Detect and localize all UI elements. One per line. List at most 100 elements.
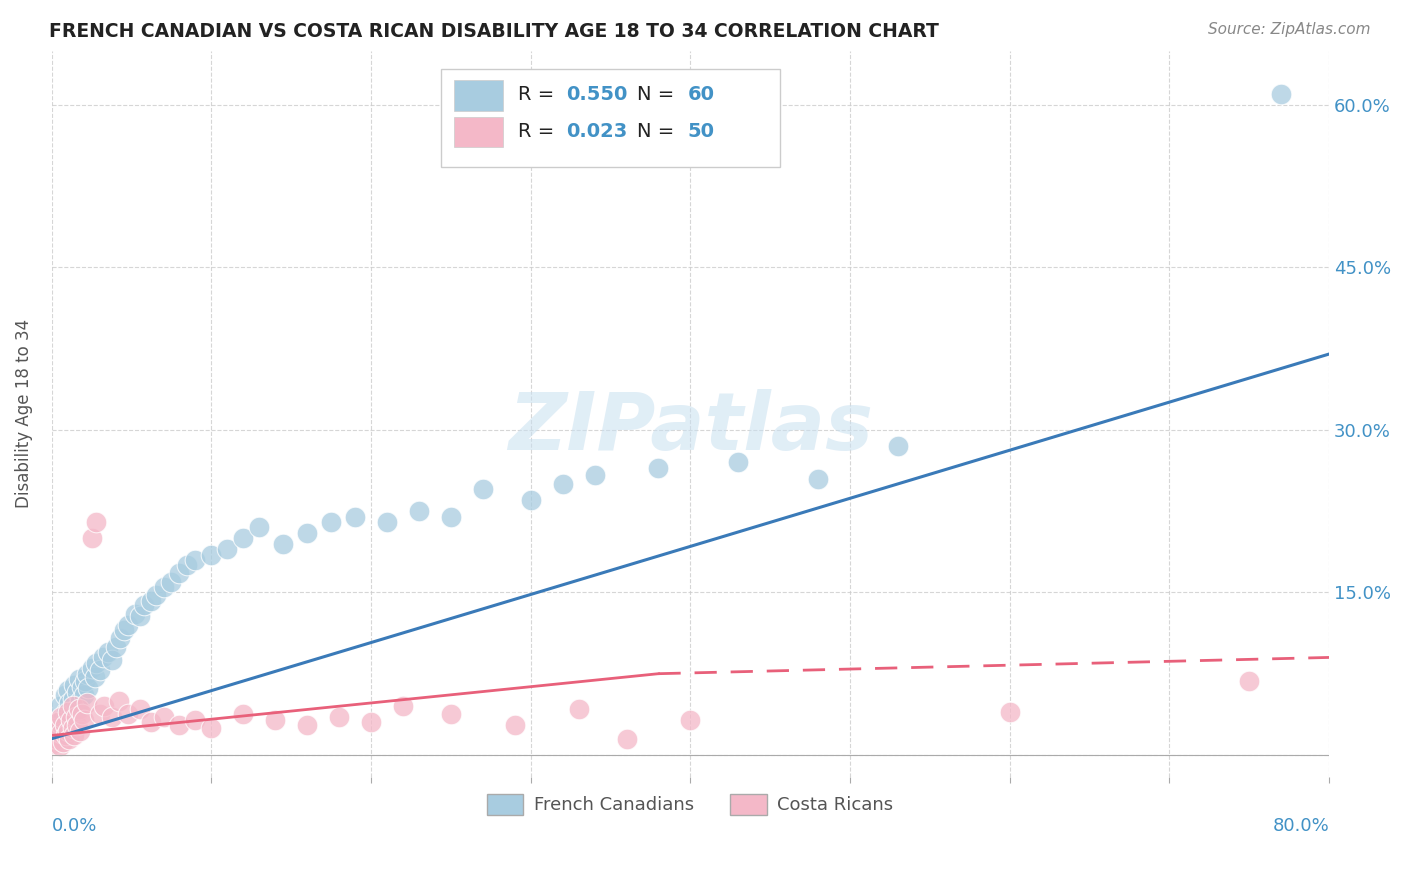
- Text: R =: R =: [517, 86, 561, 104]
- Point: [45, 731, 67, 746]
- Point: [200, 548, 222, 562]
- Point: [70, 706, 93, 721]
- Point: [152, 710, 174, 724]
- FancyBboxPatch shape: [441, 69, 780, 167]
- Point: [551, 477, 574, 491]
- Point: [62, 691, 84, 706]
- Text: 50: 50: [688, 122, 714, 141]
- Text: R =: R =: [517, 122, 561, 141]
- Point: [48, 699, 70, 714]
- Point: [51, 710, 73, 724]
- Point: [67, 702, 90, 716]
- Point: [112, 624, 135, 638]
- FancyBboxPatch shape: [454, 117, 502, 147]
- Point: [48, 739, 70, 754]
- Text: 0.023: 0.023: [567, 122, 627, 141]
- Point: [89, 664, 111, 678]
- Point: [55, 728, 77, 742]
- Point: [44, 721, 66, 735]
- Point: [232, 531, 254, 545]
- Point: [69, 694, 91, 708]
- Point: [101, 710, 124, 724]
- Point: [52, 735, 75, 749]
- Point: [45, 715, 67, 730]
- Text: 0.550: 0.550: [567, 86, 628, 104]
- Point: [647, 460, 669, 475]
- Point: [408, 504, 430, 518]
- Text: 60: 60: [688, 86, 714, 104]
- Point: [200, 721, 222, 735]
- Point: [176, 558, 198, 573]
- Point: [59, 713, 82, 727]
- Point: [152, 580, 174, 594]
- Point: [53, 717, 76, 731]
- Point: [56, 724, 79, 739]
- Point: [145, 588, 167, 602]
- Point: [101, 652, 124, 666]
- Point: [184, 713, 207, 727]
- Point: [80, 531, 103, 545]
- Point: [247, 520, 270, 534]
- Point: [91, 650, 114, 665]
- Text: N =: N =: [637, 122, 681, 141]
- Point: [62, 699, 84, 714]
- Point: [55, 705, 77, 719]
- Point: [83, 670, 105, 684]
- Point: [59, 706, 82, 721]
- Point: [169, 566, 191, 580]
- Point: [117, 618, 139, 632]
- Point: [128, 609, 150, 624]
- Point: [471, 483, 494, 497]
- Point: [503, 717, 526, 731]
- Text: 80.0%: 80.0%: [1272, 816, 1329, 835]
- Point: [89, 706, 111, 721]
- Point: [97, 645, 120, 659]
- Point: [76, 696, 98, 710]
- Point: [62, 721, 84, 735]
- Point: [67, 672, 90, 686]
- Point: [887, 439, 910, 453]
- Point: [69, 724, 91, 739]
- Point: [58, 696, 80, 710]
- Point: [360, 715, 382, 730]
- Text: N =: N =: [637, 86, 681, 104]
- Point: [56, 682, 79, 697]
- Point: [583, 468, 606, 483]
- Point: [139, 594, 162, 608]
- Point: [440, 509, 463, 524]
- Point: [52, 710, 75, 724]
- Point: [998, 705, 1021, 719]
- Point: [65, 702, 87, 716]
- Point: [65, 710, 87, 724]
- Point: [86, 515, 108, 529]
- Point: [139, 715, 162, 730]
- Y-axis label: Disability Age 18 to 34: Disability Age 18 to 34: [15, 319, 32, 508]
- Point: [70, 680, 93, 694]
- Point: [73, 689, 96, 703]
- FancyBboxPatch shape: [454, 80, 502, 111]
- Point: [344, 509, 367, 524]
- Text: ZIPatlas: ZIPatlas: [508, 389, 873, 467]
- Point: [321, 515, 343, 529]
- Point: [232, 706, 254, 721]
- Point: [86, 656, 108, 670]
- Point: [51, 726, 73, 740]
- Point: [124, 607, 146, 621]
- Point: [104, 640, 127, 654]
- Legend: French Canadians, Costa Ricans: French Canadians, Costa Ricans: [479, 787, 901, 822]
- Point: [1270, 87, 1292, 101]
- Point: [440, 706, 463, 721]
- Point: [519, 493, 541, 508]
- Point: [392, 699, 415, 714]
- Point: [184, 553, 207, 567]
- Text: FRENCH CANADIAN VS COSTA RICAN DISABILITY AGE 18 TO 34 CORRELATION CHART: FRENCH CANADIAN VS COSTA RICAN DISABILIT…: [49, 22, 939, 41]
- Point: [295, 525, 318, 540]
- Point: [107, 694, 129, 708]
- Point: [1237, 674, 1260, 689]
- Point: [375, 515, 398, 529]
- Point: [271, 536, 294, 550]
- Point: [46, 715, 69, 730]
- Point: [73, 713, 96, 727]
- Point: [75, 674, 97, 689]
- Point: [63, 677, 86, 691]
